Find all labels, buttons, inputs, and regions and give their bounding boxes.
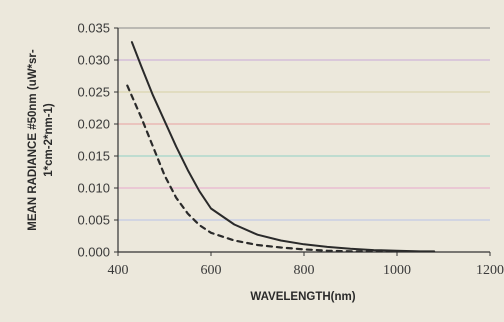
x-tick-label: 600	[201, 263, 222, 278]
x-tick-label: 800	[294, 263, 315, 278]
y-tick-label: 0.015	[77, 149, 110, 164]
x-tick-label: 400	[108, 263, 129, 278]
x-tick-label: 1200	[476, 263, 504, 278]
y-tick-labels: 0.000 0.005 0.010 0.015 0.020 0.025 0.030 0.035	[77, 21, 118, 260]
y-axis-title-line2: 1*cm-2*nm-1)	[43, 103, 55, 177]
y-tick-label: 0.030	[77, 53, 110, 68]
y-tick-label: 0.010	[77, 181, 110, 196]
y-tick-label: 0.005	[77, 213, 110, 228]
y-tick-label: 0.025	[77, 85, 110, 100]
y-tick-label: 0.000	[77, 245, 110, 260]
series-line-dashed	[126, 84, 399, 253]
y-tick-label: 0.035	[77, 21, 110, 36]
series-lines	[126, 41, 436, 253]
x-tick-label: 1000	[383, 263, 411, 278]
y-axis-title-line1: MEAN RADIANCE #50nm (uW*sr-	[27, 49, 39, 231]
y-tick-label: 0.020	[77, 117, 110, 132]
x-tick-labels: 400 600 800 1000 1200	[108, 252, 504, 278]
x-axis-title: WAVELENGTH(nm)	[250, 291, 355, 303]
series-line-solid	[130, 41, 436, 253]
